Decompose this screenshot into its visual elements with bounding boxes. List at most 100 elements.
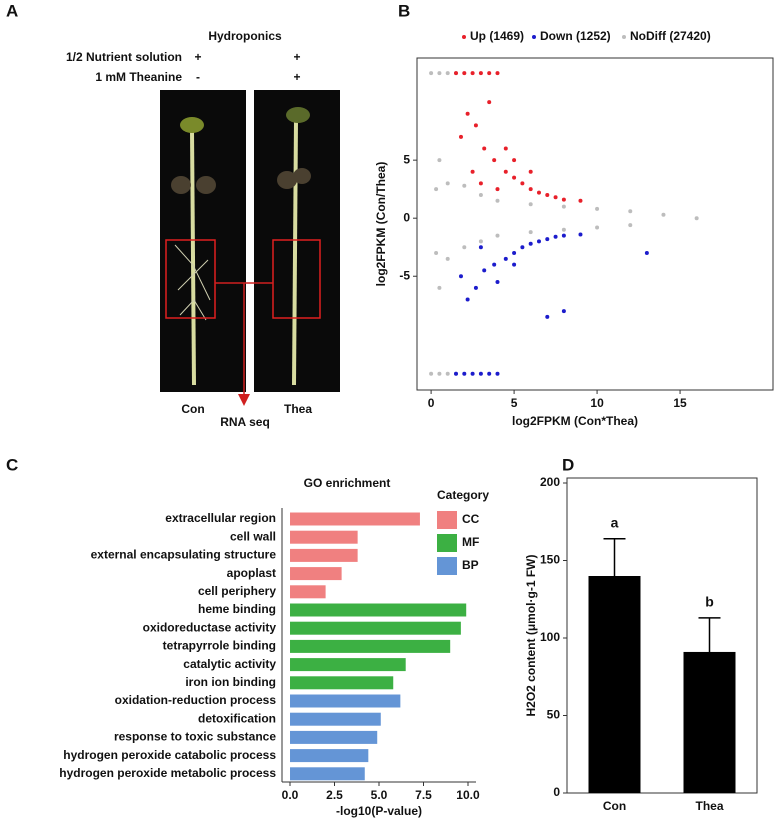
point — [495, 71, 500, 76]
point — [628, 209, 633, 214]
point — [473, 123, 478, 128]
y-tick-label: 5 — [403, 152, 410, 166]
y-tick-label: 150 — [540, 553, 560, 567]
point — [492, 158, 497, 163]
point — [437, 158, 442, 163]
point — [503, 146, 508, 151]
point — [528, 202, 533, 207]
x-tick-label: Thea — [695, 799, 723, 813]
point — [445, 371, 450, 376]
point — [437, 285, 442, 290]
legend-label: CC — [462, 512, 480, 526]
bar — [290, 585, 326, 599]
point — [561, 204, 566, 209]
error-bar — [698, 617, 721, 652]
bar — [290, 530, 358, 544]
legend-title: Category — [437, 488, 489, 502]
point — [528, 169, 533, 174]
y-tick-label: 0 — [553, 785, 560, 799]
legend-label: MF — [462, 535, 479, 549]
sample-label: Con — [181, 402, 204, 416]
point — [644, 251, 649, 256]
row-value: - — [196, 70, 200, 84]
x-tick-label: 5 — [511, 396, 518, 410]
bar — [290, 767, 365, 781]
y-tick-label: 0 — [403, 210, 410, 224]
point — [512, 175, 517, 180]
x-axis-label: -log10(P-value) — [336, 804, 422, 818]
point — [578, 232, 583, 237]
point — [437, 371, 442, 376]
x-tick-label: 0.0 — [282, 788, 299, 802]
x-axis-label: log2FPKM (Con*Thea) — [512, 414, 638, 428]
photo — [160, 90, 340, 406]
row-value: + — [293, 70, 300, 84]
point — [492, 262, 497, 267]
bar — [290, 567, 342, 581]
row-value: + — [194, 50, 201, 64]
point — [429, 371, 434, 376]
bar — [290, 712, 381, 726]
legend-label: NoDiff (27420) — [630, 29, 711, 43]
bar — [290, 658, 406, 672]
x-tick-label: Con — [603, 799, 626, 813]
point — [495, 187, 500, 192]
legend-label: Up (1469) — [470, 29, 524, 43]
x-tick-label: 7.5 — [415, 788, 432, 802]
point — [482, 146, 487, 151]
panel-letter: B — [398, 1, 410, 20]
point — [512, 158, 517, 163]
y-tick-label: detoxification — [198, 711, 276, 725]
bar — [290, 694, 401, 708]
point — [520, 245, 525, 250]
point — [478, 239, 483, 244]
legend-label: BP — [462, 558, 479, 572]
error-bar — [603, 538, 626, 576]
point — [595, 225, 600, 230]
point — [454, 371, 459, 376]
y-axis-label: H2O2 content (μmol·g-1 FW) — [524, 554, 538, 716]
point — [478, 192, 483, 197]
x-tick-label: 5.0 — [371, 788, 388, 802]
legend-swatch — [437, 557, 457, 575]
y-tick-label: -5 — [399, 268, 410, 282]
bar — [290, 621, 461, 635]
point — [694, 216, 699, 221]
point — [545, 192, 550, 197]
point — [528, 241, 533, 246]
annotation: a — [611, 515, 619, 531]
annotation: b — [705, 594, 714, 610]
point — [434, 251, 439, 256]
y-tick-label: oxidoreductase activity — [143, 620, 277, 634]
hydro-title: Hydroponics — [208, 29, 282, 43]
point — [512, 251, 517, 256]
y-tick-label: iron ion binding — [185, 675, 276, 689]
y-tick-label: catalytic activity — [183, 657, 276, 671]
bar — [683, 651, 736, 793]
point — [462, 245, 467, 250]
point — [462, 183, 467, 188]
bar — [290, 639, 451, 653]
legend-label: Down (1252) — [540, 29, 611, 43]
point — [458, 274, 463, 279]
bar — [290, 603, 467, 617]
point — [462, 371, 467, 376]
point — [478, 245, 483, 250]
x-tick-label: 2.5 — [326, 788, 343, 802]
row-label: 1/2 Nutrient solution — [66, 50, 182, 64]
y-tick-label: hydrogen peroxide catabolic process — [63, 748, 276, 762]
point — [478, 71, 483, 76]
bar — [290, 730, 378, 744]
point — [503, 169, 508, 174]
point — [470, 371, 475, 376]
point — [482, 268, 487, 273]
chart-title: GO enrichment — [304, 476, 391, 490]
y-tick-label: apoplast — [227, 566, 276, 580]
point — [512, 262, 517, 267]
row-label: 1 mM Theanine — [95, 70, 182, 84]
point — [434, 187, 439, 192]
point — [487, 371, 492, 376]
point — [445, 71, 450, 76]
bar — [290, 749, 369, 763]
